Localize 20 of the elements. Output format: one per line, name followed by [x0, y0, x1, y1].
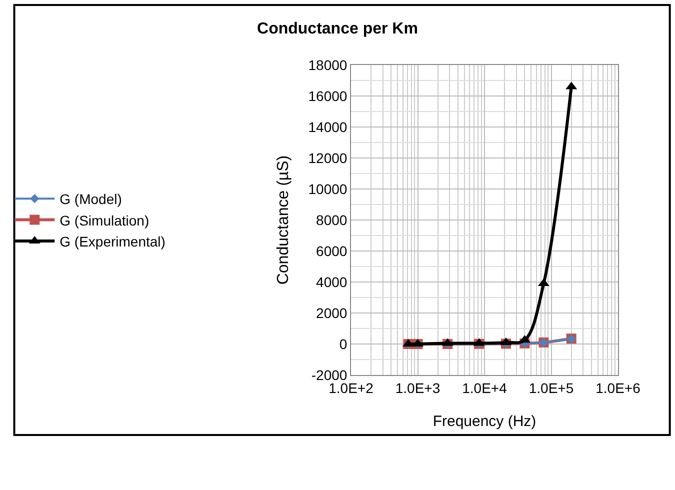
y-axis-title: Conductance (µS)	[275, 155, 292, 285]
y-tick-label: 18000	[308, 56, 348, 73]
legend-label: G (Experimental)	[60, 233, 166, 250]
x-tick-label: 1.0E+3	[395, 380, 440, 396]
x-tick-label: 1.0E+5	[528, 380, 574, 396]
y-tick-label: 8000	[316, 212, 348, 228]
y-tick-label: 10000	[308, 180, 348, 197]
y-tick-label: 4000	[316, 274, 348, 290]
chart-title: Conductance per Km	[257, 20, 418, 38]
x-axis-title: Frequency (Hz)	[432, 412, 536, 430]
y-tick-label: 0	[339, 336, 348, 352]
y-tick-label: 6000	[316, 242, 348, 259]
y-tick-label: 2000	[316, 304, 348, 321]
y-tick-label: 14000	[308, 118, 348, 135]
x-tick-label: 1.0E+4	[462, 380, 508, 396]
legend-label: G (Model)	[60, 191, 122, 208]
y-tick-label: 16000	[308, 88, 348, 104]
x-tick-label: 1.0E+6	[596, 380, 641, 396]
legend-label: G (Simulation)	[60, 212, 150, 228]
y-tick-label: 12000	[308, 150, 348, 166]
